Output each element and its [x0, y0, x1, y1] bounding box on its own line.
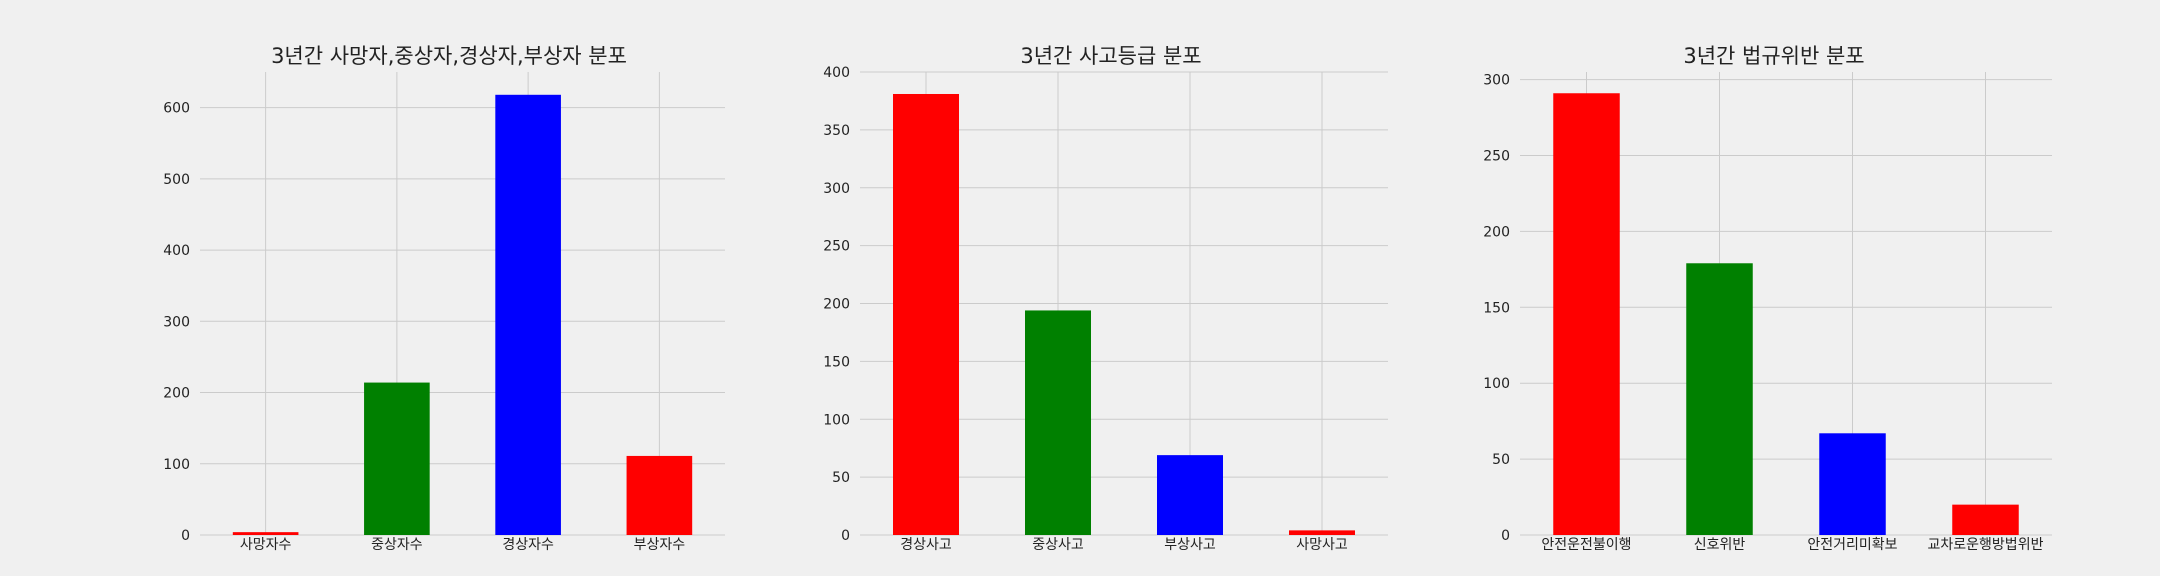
- chart-3-plot: 0 50 100 150 200 250 300 안전운전불이행 신호위반 안전거리미확보 교차로운…: [1483, 72, 2052, 553]
- x-tick-label: 교차로운행방법위반: [1928, 537, 2044, 553]
- x-tick-label: 사망사고: [1296, 537, 1348, 553]
- chart-1-plot: 0 100 200 300 400 500 600 사망자수 중상자수 경상자수 부상자수: [163, 72, 725, 553]
- bar: [364, 382, 430, 535]
- bar: [1686, 263, 1753, 535]
- y-tick-label: 300: [823, 181, 850, 197]
- y-tick-label: 100: [1483, 376, 1510, 392]
- chart-panel-3: 3년간 법규위반 분포 0 50 100 150 200 250 300 안전운전불이행 신호위…: [1483, 44, 2052, 553]
- bar: [1553, 93, 1620, 536]
- y-tick-label: 500: [163, 172, 190, 188]
- x-tick-label: 안전거리미확보: [1807, 537, 1897, 553]
- y-tick-label: 350: [823, 123, 850, 139]
- y-tick-label: 400: [823, 65, 850, 81]
- bar: [232, 532, 299, 535]
- y-tick-label: 50: [832, 470, 850, 486]
- y-tick-label: 250: [823, 239, 850, 255]
- y-tick-label: 150: [823, 354, 850, 370]
- x-tick-label: 신호위반: [1694, 537, 1746, 553]
- x-tick-label: 부상사고: [1164, 537, 1216, 553]
- bar: [1157, 455, 1223, 535]
- x-tick-label: 안전운전불이행: [1541, 537, 1631, 553]
- x-tick-label: 사망자수: [240, 537, 292, 553]
- y-tick-label: 0: [1501, 528, 1510, 544]
- y-tick-label: 200: [163, 386, 190, 402]
- x-tick-label: 중상자수: [371, 537, 423, 553]
- y-tick-label: 100: [823, 412, 850, 428]
- y-tick-label: 200: [1483, 224, 1510, 240]
- y-tick-label: 300: [163, 314, 190, 330]
- bar: [1025, 310, 1091, 535]
- y-tick-label: 400: [163, 243, 190, 259]
- x-tick-label: 경상사고: [900, 537, 952, 553]
- y-tick-label: 0: [181, 528, 190, 544]
- x-tick-label: 중상사고: [1032, 537, 1084, 553]
- chart-title: 3년간 법규위반 분포: [1683, 44, 1864, 68]
- bar: [893, 93, 959, 536]
- y-tick-label: 150: [1483, 300, 1510, 316]
- bar: [1819, 433, 1886, 535]
- x-tick-label: 부상자수: [634, 537, 686, 553]
- y-tick-label: 250: [1483, 148, 1510, 164]
- chart-2-plot: 0 50 100 150 200 250 300 350 400 경상사고 중상사고 부상사고 사망사고: [823, 65, 1388, 553]
- bar: [1289, 530, 1355, 535]
- bar: [495, 94, 561, 535]
- y-tick-label: 100: [163, 457, 190, 473]
- chart-panel-1: 3년간 사망자,중상자,경상자,부상자 분포 0 100 200 300 400 500 6…: [163, 44, 725, 553]
- x-tick-label: 경상자수: [502, 537, 554, 553]
- y-tick-label: 200: [823, 297, 850, 313]
- chart-panel-2: 3년간 사고등급 분포 0 50 100 150 200 250 300 350 400 경상사고…: [823, 44, 1388, 553]
- y-tick-label: 50: [1492, 452, 1510, 468]
- y-tick-label: 300: [1483, 73, 1510, 89]
- bar: [1952, 504, 2019, 535]
- y-tick-label: 0: [841, 528, 850, 544]
- y-tick-label: 600: [163, 101, 190, 117]
- bar: [626, 455, 693, 535]
- chart-title: 3년간 사망자,중상자,경상자,부상자 분포: [271, 44, 627, 68]
- chart-title: 3년간 사고등급 분포: [1020, 44, 1201, 68]
